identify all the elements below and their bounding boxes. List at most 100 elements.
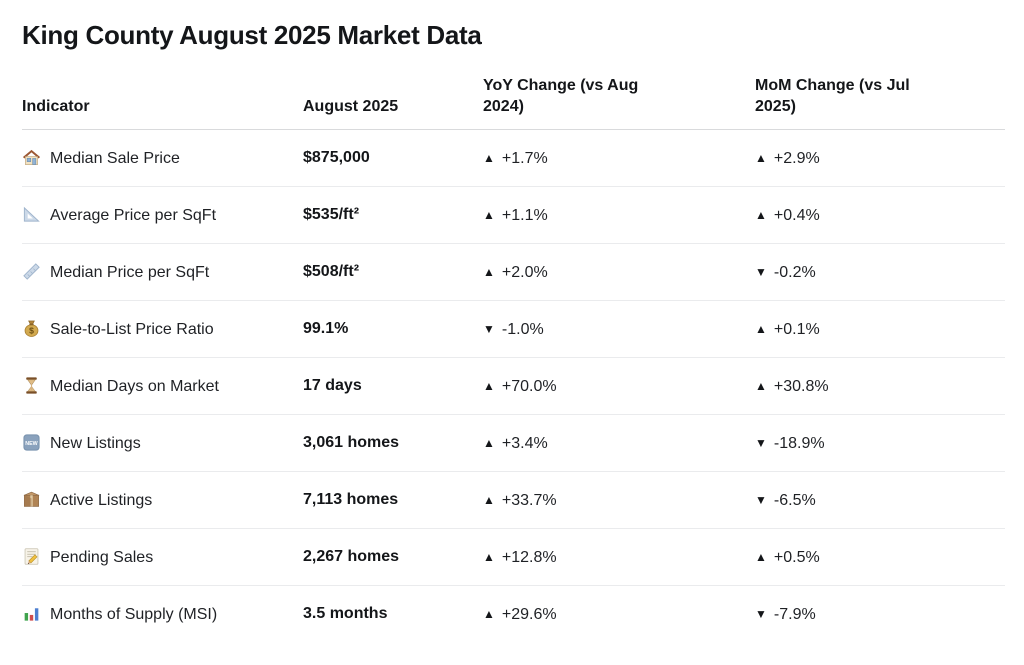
indicator-cell: Median Price per SqFt xyxy=(22,243,303,301)
mom-value: +0.5% xyxy=(773,548,820,566)
yoy-cell: ▲ +70.0% xyxy=(483,357,755,415)
yoy-value: +12.8% xyxy=(501,548,557,566)
indicator-cell: Median Sale Price xyxy=(22,129,303,187)
value-cell: 3,061 homes xyxy=(303,414,483,472)
table-header-row: Indicator August 2025 YoY Change (vs Aug… xyxy=(22,75,1005,130)
mom-cell: ▼ -18.9% xyxy=(755,414,1005,472)
yoy-cell: ▲ +33.7% xyxy=(483,471,755,529)
table-row-months-of-supply: Months of Supply (MSI) 3.5 months ▲ +29.6… xyxy=(22,586,1005,643)
table-row-average-price-per-sqft: Average Price per SqFt $535/ft² ▲ +1.1% ▲… xyxy=(22,186,1005,244)
up-arrow-icon: ▲ xyxy=(483,264,495,279)
market-data-table: Indicator August 2025 YoY Change (vs Aug… xyxy=(22,75,1005,643)
indicator-label: Median Days on Market xyxy=(50,377,219,395)
value-cell: 17 days xyxy=(303,357,483,415)
mom-value: -18.9% xyxy=(773,434,825,452)
mom-cell: ▲ +0.4% xyxy=(755,186,1005,244)
up-arrow-icon: ▲ xyxy=(483,207,495,222)
yoy-cell: ▲ +12.8% xyxy=(483,528,755,586)
up-arrow-icon: ▲ xyxy=(755,207,767,222)
svg-text:$: $ xyxy=(29,325,34,335)
down-arrow-icon: ▼ xyxy=(755,264,767,279)
yoy-value: +3.4% xyxy=(501,434,548,452)
table-row-new-listings: NEW New Listings 3,061 homes ▲ +3.4% ▼ -18… xyxy=(22,414,1005,472)
new-button-icon: NEW xyxy=(22,433,41,452)
yoy-value: +2.0% xyxy=(501,263,548,281)
money-bag-icon: $ xyxy=(22,319,41,338)
mom-value: +30.8% xyxy=(773,377,829,395)
indicator-label: Sale-to-List Price Ratio xyxy=(50,320,214,338)
yoy-cell: ▲ +3.4% xyxy=(483,414,755,472)
up-arrow-icon: ▲ xyxy=(755,549,767,564)
house-icon xyxy=(22,148,41,167)
svg-text:NEW: NEW xyxy=(25,440,38,446)
table-row-pending-sales: Pending Sales 2,267 homes ▲ +12.8% ▲ +0.5% xyxy=(22,528,1005,586)
memo-icon xyxy=(22,547,41,566)
up-arrow-icon: ▲ xyxy=(483,435,495,450)
indicator-cell: Median Days on Market xyxy=(22,357,303,415)
indicator-label: Months of Supply (MSI) xyxy=(50,605,218,623)
indicator-label: Median Price per SqFt xyxy=(50,263,210,281)
indicator-label: Median Sale Price xyxy=(50,149,180,167)
down-arrow-icon: ▼ xyxy=(483,321,495,336)
column-header-august-2025: August 2025 xyxy=(303,75,483,130)
indicator-cell: Pending Sales xyxy=(22,528,303,586)
column-header-indicator: Indicator xyxy=(22,75,303,130)
value-cell: 2,267 homes xyxy=(303,528,483,586)
triangular-ruler-icon xyxy=(22,205,41,224)
up-arrow-icon: ▲ xyxy=(483,150,495,165)
mom-cell: ▲ +30.8% xyxy=(755,357,1005,415)
up-arrow-icon: ▲ xyxy=(755,150,767,165)
table-row-median-price-per-sqft: Median Price per SqFt $508/ft² ▲ +2.0% ▼ -… xyxy=(22,243,1005,301)
down-arrow-icon: ▼ xyxy=(755,606,767,621)
up-arrow-icon: ▲ xyxy=(483,606,495,621)
mom-value: -7.9% xyxy=(773,605,816,623)
mom-value: -0.2% xyxy=(773,263,816,281)
table-row-median-sale-price: Median Sale Price $875,000 ▲ +1.7% ▲ +2.9% xyxy=(22,129,1005,187)
yoy-cell: ▲ +29.6% xyxy=(483,586,755,643)
package-icon xyxy=(22,490,41,509)
bar-chart-icon xyxy=(22,604,41,623)
up-arrow-icon: ▲ xyxy=(483,492,495,507)
straight-ruler-icon xyxy=(22,262,41,281)
mom-cell: ▲ +0.1% xyxy=(755,300,1005,358)
mom-value: +0.4% xyxy=(773,206,820,224)
table-row-active-listings: Active Listings 7,113 homes ▲ +33.7% ▼ -6.… xyxy=(22,471,1005,529)
yoy-value: +70.0% xyxy=(501,377,557,395)
table-row-sale-to-list-ratio: $ Sale-to-List Price Ratio 99.1% ▼ -1.0% … xyxy=(22,300,1005,358)
yoy-cell: ▲ +1.7% xyxy=(483,129,755,187)
value-cell: $508/ft² xyxy=(303,243,483,301)
column-header-yoy-change: YoY Change (vs Aug 2024) xyxy=(483,75,755,130)
mom-cell: ▼ -7.9% xyxy=(755,586,1005,643)
mom-cell: ▼ -6.5% xyxy=(755,471,1005,529)
yoy-value: -1.0% xyxy=(501,320,544,338)
indicator-label: Average Price per SqFt xyxy=(50,206,217,224)
mom-value: +0.1% xyxy=(773,320,820,338)
column-header-mom-change: MoM Change (vs Jul 2025) xyxy=(755,75,1005,130)
indicator-cell: Active Listings xyxy=(22,471,303,529)
up-arrow-icon: ▲ xyxy=(755,378,767,393)
down-arrow-icon: ▼ xyxy=(755,492,767,507)
value-cell: 99.1% xyxy=(303,300,483,358)
yoy-cell: ▼ -1.0% xyxy=(483,300,755,358)
indicator-cell: Months of Supply (MSI) xyxy=(22,586,303,643)
indicator-label: Active Listings xyxy=(50,491,153,509)
mom-cell: ▲ +2.9% xyxy=(755,129,1005,187)
indicator-cell: $ Sale-to-List Price Ratio xyxy=(22,300,303,358)
yoy-value: +33.7% xyxy=(501,491,557,509)
yoy-cell: ▲ +1.1% xyxy=(483,186,755,244)
mom-cell: ▲ +0.5% xyxy=(755,528,1005,586)
yoy-cell: ▲ +2.0% xyxy=(483,243,755,301)
page-title: King County August 2025 Market Data xyxy=(22,20,482,50)
indicator-cell: Average Price per SqFt xyxy=(22,186,303,244)
mom-value: -6.5% xyxy=(773,491,816,509)
value-cell: 3.5 months xyxy=(303,605,388,623)
mom-cell: ▼ -0.2% xyxy=(755,243,1005,301)
indicator-label: Pending Sales xyxy=(50,548,154,566)
up-arrow-icon: ▲ xyxy=(755,321,767,336)
value-cell: $875,000 xyxy=(303,129,483,187)
yoy-value: +1.1% xyxy=(501,206,548,224)
mom-value: +2.9% xyxy=(773,149,820,167)
down-arrow-icon: ▼ xyxy=(755,435,767,450)
indicator-cell: NEW New Listings xyxy=(22,414,303,472)
